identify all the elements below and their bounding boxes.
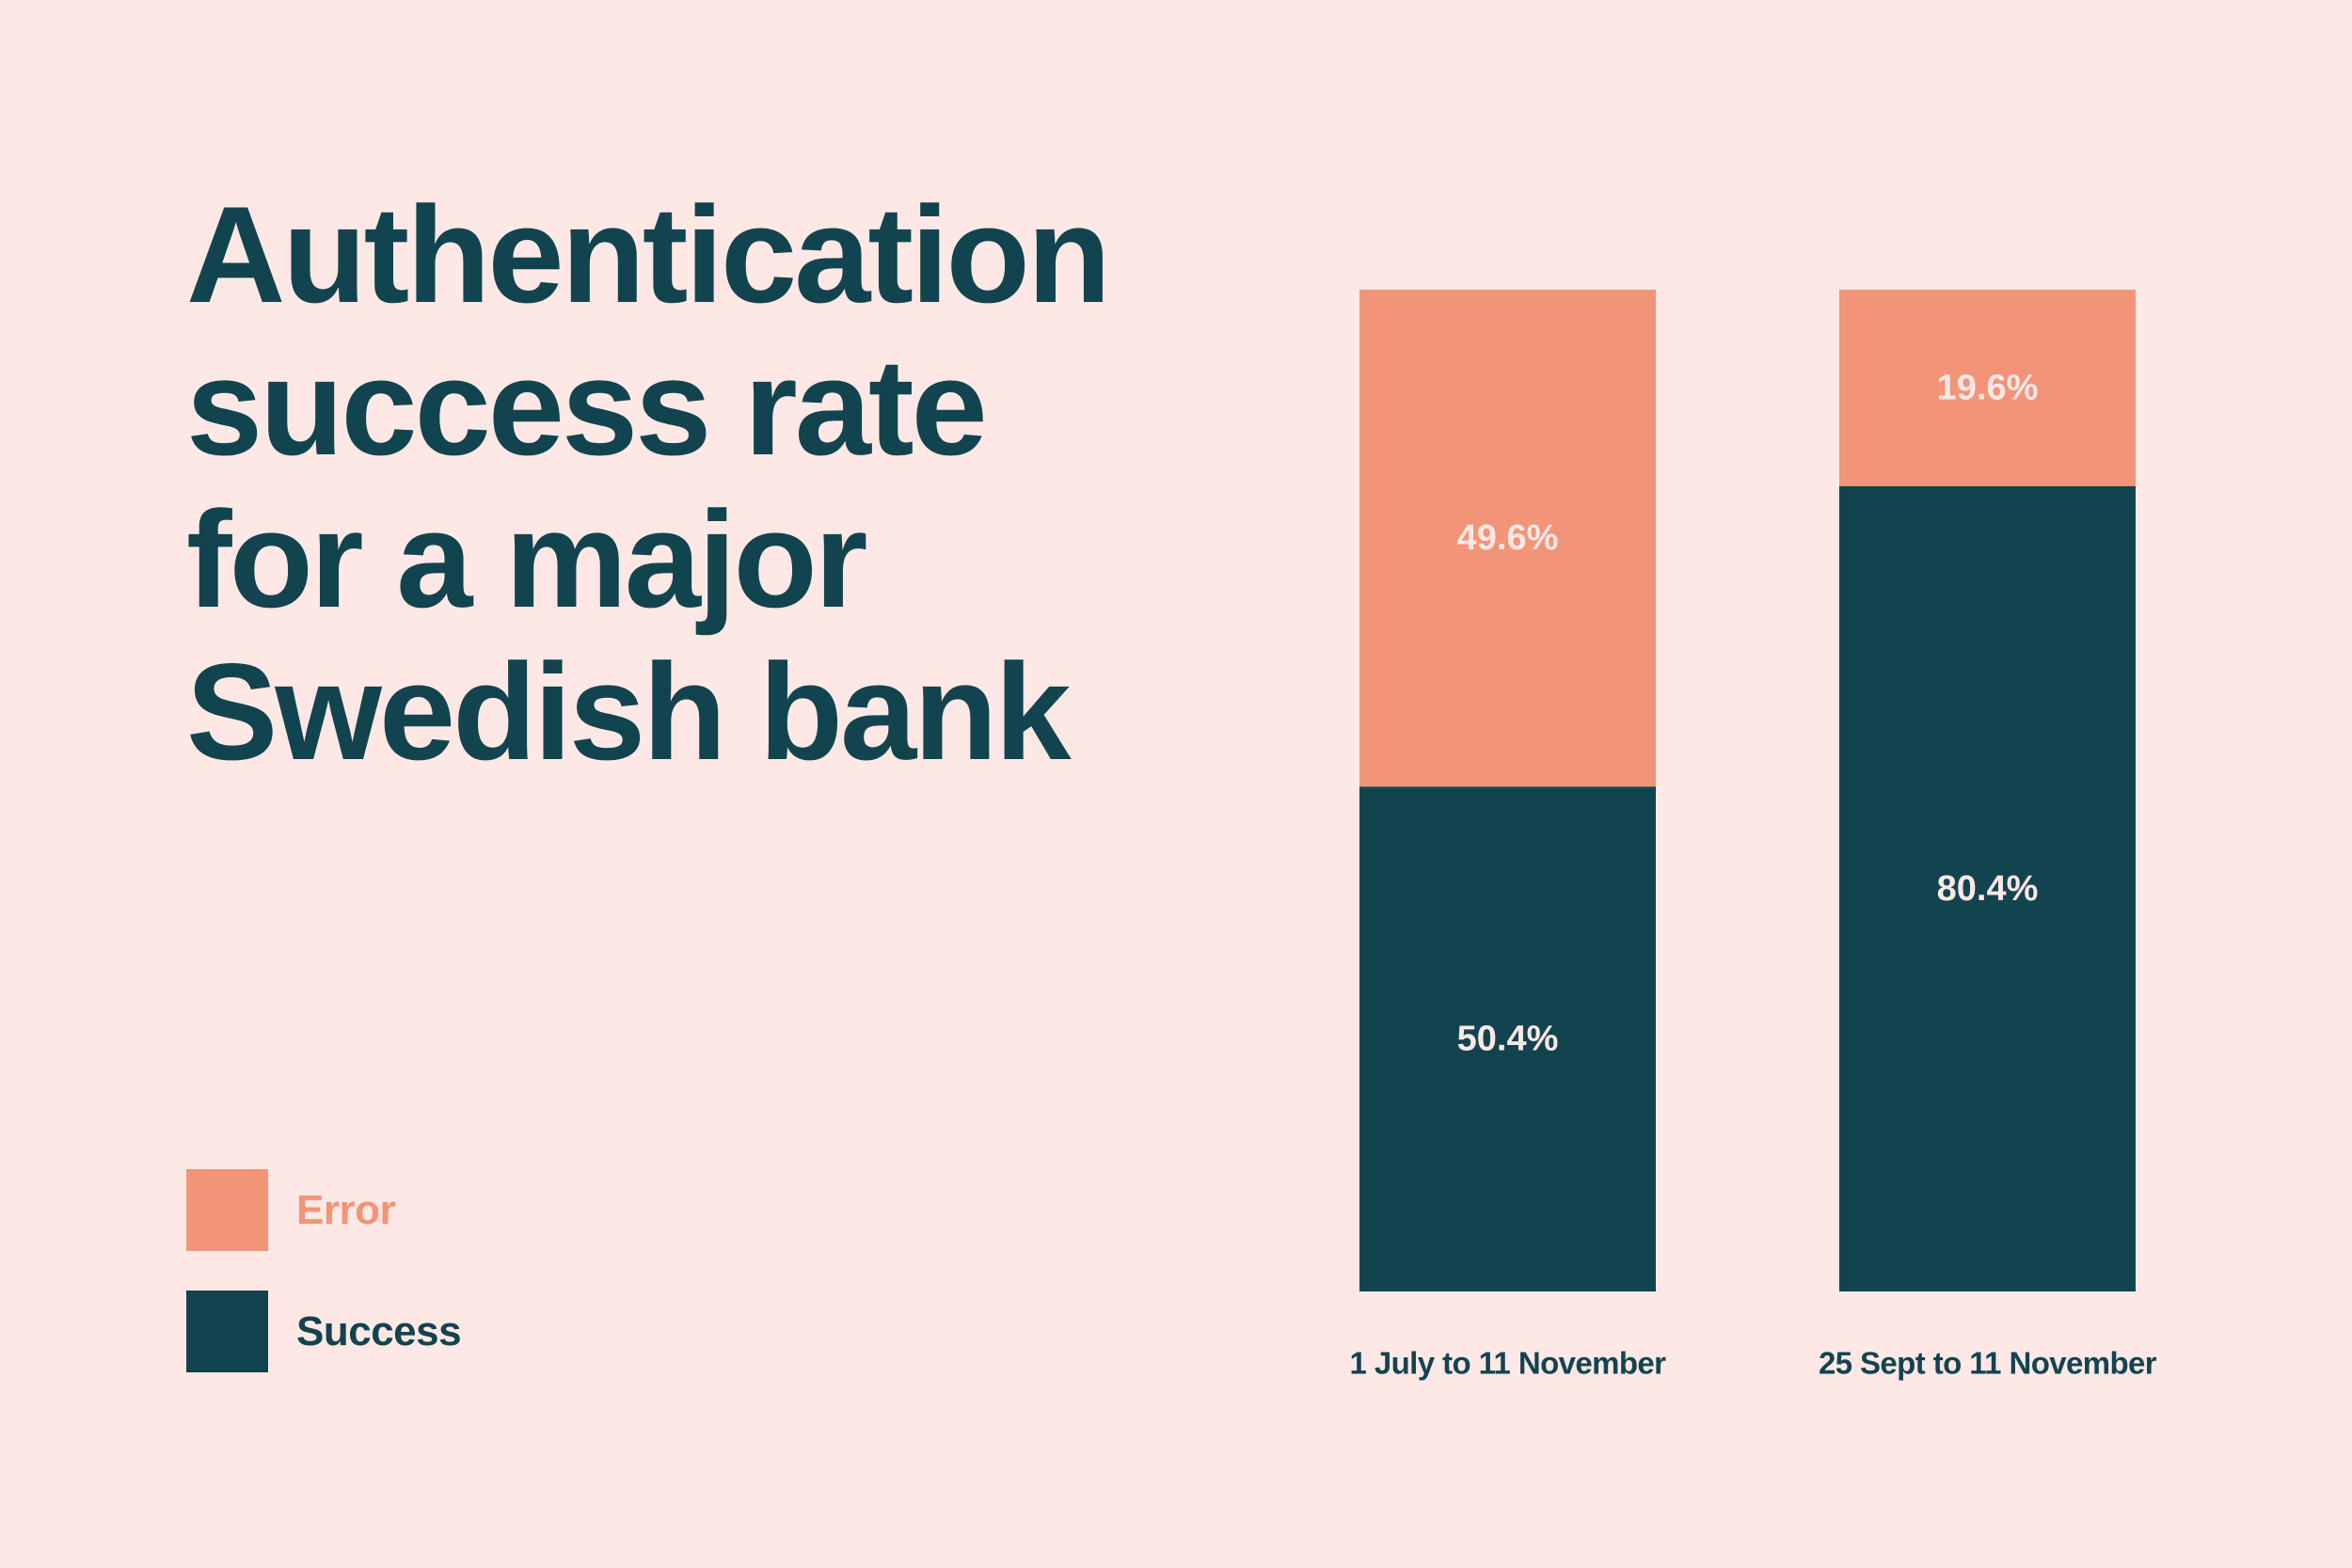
legend-label-success: Success <box>296 1307 462 1354</box>
chart-title-line-4: Swedish bank <box>186 635 1072 788</box>
legend-item-success: Success <box>186 1291 462 1372</box>
data-label-error-1: 49.6% <box>1457 518 1559 558</box>
legend-swatch-success <box>186 1291 268 1372</box>
legend-swatch-error <box>186 1169 268 1251</box>
bar-error-2 <box>1839 290 2136 486</box>
data-label-success-1: 50.4% <box>1457 1020 1559 1059</box>
chart-title-line-2: success rate <box>186 330 988 483</box>
data-label-error-2: 19.6% <box>1937 368 2039 407</box>
category-label-1: 1 July to 11 November <box>1350 1346 1667 1381</box>
chart-title: Authentication success rate for a major … <box>186 179 1268 788</box>
bar-success-2 <box>1839 485 2136 1291</box>
category-label-2: 25 Sept to 11 November <box>1819 1346 2157 1381</box>
chart-title-line-3: for a major <box>186 483 868 636</box>
bar-success-1 <box>1359 786 1656 1291</box>
legend-item-error: Error <box>186 1169 396 1251</box>
bar-error-1 <box>1359 290 1656 787</box>
legend-label-error: Error <box>296 1186 396 1233</box>
data-label-success-2: 80.4% <box>1937 869 2039 909</box>
chart-title-line-1: Authentication <box>186 178 1111 331</box>
